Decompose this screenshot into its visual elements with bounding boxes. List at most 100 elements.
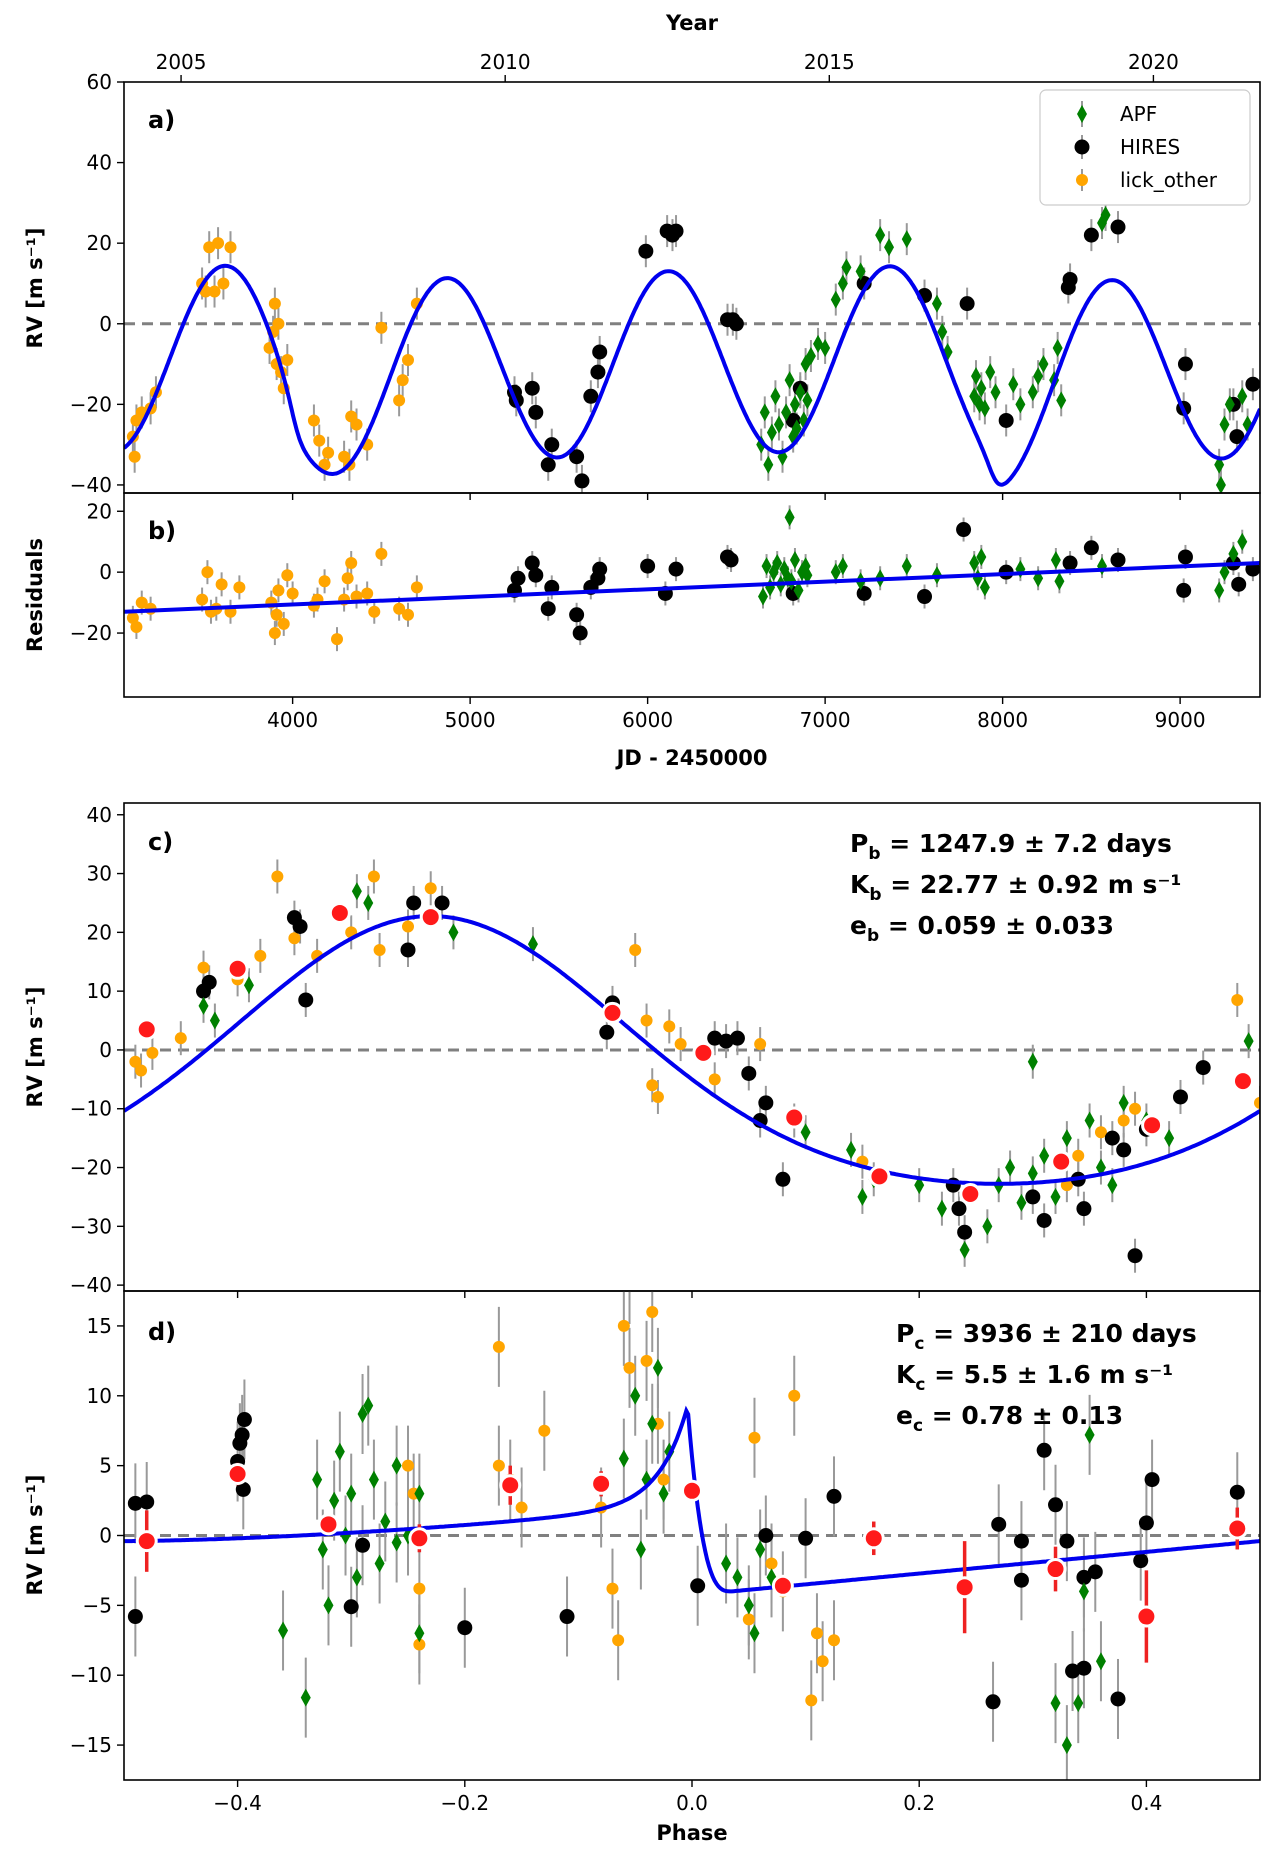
binned-point-c [328, 901, 351, 924]
point-lick-other-c [708, 1073, 721, 1086]
legend-frame [1039, 89, 1251, 206]
point-apf-d [1073, 1694, 1084, 1713]
ytick-label-a: −40 [70, 473, 112, 497]
point-lick-other-b [201, 566, 214, 579]
point-hires-b [569, 607, 585, 623]
param-kb: Kb = 22.77 ± 0.92 m s⁻¹ [850, 870, 1182, 905]
point-lick-other-c [1129, 1102, 1142, 1115]
point-hires-d [127, 1495, 143, 1511]
point-lick-other-a [393, 394, 406, 407]
point-lick-other-c [674, 1038, 687, 1051]
point-apf-c [1084, 1111, 1095, 1130]
point-apf-d [755, 1540, 766, 1559]
point-lick-other-c [288, 932, 301, 945]
binned-point-c [1141, 1114, 1164, 1137]
point-hires-d [1076, 1660, 1092, 1676]
panel-c-ylabel: RV [m s⁻¹] [23, 987, 47, 1108]
point-hires-d [234, 1427, 250, 1443]
xtick-label-d: 0.2 [903, 1791, 935, 1815]
point-lick-other-b [393, 602, 406, 615]
point-apf-c [857, 1187, 868, 1206]
binned-point-c [226, 957, 249, 980]
point-lick-other-d [657, 1473, 670, 1486]
point-hires-d [1048, 1497, 1064, 1513]
binned-point-d [226, 1463, 249, 1486]
point-apf-b [1237, 532, 1248, 551]
panel-d-plot-area [124, 1291, 1260, 1780]
point-apf-a [770, 387, 781, 406]
point-lick-other-a [396, 374, 409, 387]
point-apf-d [300, 1688, 311, 1707]
panel-d-xlabel: Phase [656, 1821, 727, 1845]
point-apf-b [1228, 544, 1239, 563]
top-axis-tick-label: 2015 [804, 50, 855, 74]
ytick-label-b: −20 [70, 621, 112, 645]
point-lick-other-a [212, 237, 225, 250]
point-apf-a [1100, 205, 1111, 224]
point-lick-other-c [651, 1090, 664, 1103]
point-apf-d [630, 1386, 641, 1405]
point-hires-c [775, 1171, 791, 1187]
point-apf-d [732, 1568, 743, 1587]
point-hires-b [1062, 555, 1078, 571]
binned-point-c [1231, 1070, 1254, 1093]
point-apf-d [1061, 1736, 1072, 1755]
point-apf-d [363, 1396, 374, 1415]
point-apf-d [721, 1554, 732, 1573]
point-apf-c [1118, 1093, 1129, 1112]
point-hires-a [1110, 219, 1126, 235]
point-hires-a [998, 412, 1014, 428]
point-lick-other-b [277, 617, 290, 630]
point-hires-d [457, 1620, 473, 1636]
point-lick-other-c [640, 1014, 653, 1027]
point-lick-other-b [130, 620, 143, 633]
point-apf-a [884, 238, 895, 257]
point-lick-other-c [1072, 1149, 1085, 1162]
point-apf-c [363, 893, 374, 912]
point-apf-d [312, 1470, 323, 1489]
point-lick-other-c [424, 882, 437, 895]
point-apf-d [329, 1491, 340, 1510]
point-apf-c [1107, 1176, 1118, 1195]
point-apf-a [805, 347, 816, 365]
binned-point-d [590, 1472, 613, 1495]
point-lick-other-b [341, 572, 354, 585]
point-apf-a [990, 383, 1001, 402]
point-lick-other-d [492, 1340, 505, 1353]
model-curve-a [124, 263, 1260, 487]
point-hires-a [574, 473, 590, 489]
point-hires-d [626, 1291, 633, 1292]
point-hires-d [236, 1412, 252, 1428]
point-apf-b [793, 581, 804, 600]
panel-a-letter: a) [148, 106, 175, 134]
point-lick-other-b [286, 587, 299, 600]
point-hires-b [528, 567, 544, 583]
point-lick-other-b [345, 557, 358, 570]
point-hires-c [406, 895, 422, 911]
panel-d-ylabel: RV [m s⁻¹] [23, 1475, 47, 1596]
binned-point-c [135, 1018, 158, 1041]
legend-label-apf: APF [1120, 102, 1157, 126]
point-apf-d [743, 1596, 754, 1615]
point-lick-other-a [322, 446, 335, 459]
point-apf-d [368, 1470, 379, 1489]
point-lick-other-d [612, 1634, 625, 1647]
xtick-label-b: 8000 [977, 708, 1028, 732]
point-lick-other-c [663, 1020, 676, 1033]
legend-marker-apf [1077, 101, 1087, 127]
point-apf-a [784, 371, 795, 390]
point-lick-other-c [1254, 1096, 1260, 1109]
model-curve-d [124, 1405, 1260, 1594]
binned-point-d [1226, 1517, 1249, 1540]
point-hires-d [1229, 1484, 1245, 1500]
ytick-label-d: 0 [99, 1524, 112, 1548]
point-apf-d [380, 1512, 391, 1531]
top-axis-tick-label: 2005 [156, 50, 207, 74]
point-apf-d [357, 1404, 368, 1423]
point-hires-c [298, 992, 314, 1008]
point-lick-other-a [128, 450, 141, 463]
panel-a-plot-area [124, 198, 1260, 493]
point-apf-d [346, 1484, 357, 1503]
point-lick-other-c [254, 949, 267, 962]
point-apf-c [1164, 1129, 1175, 1148]
